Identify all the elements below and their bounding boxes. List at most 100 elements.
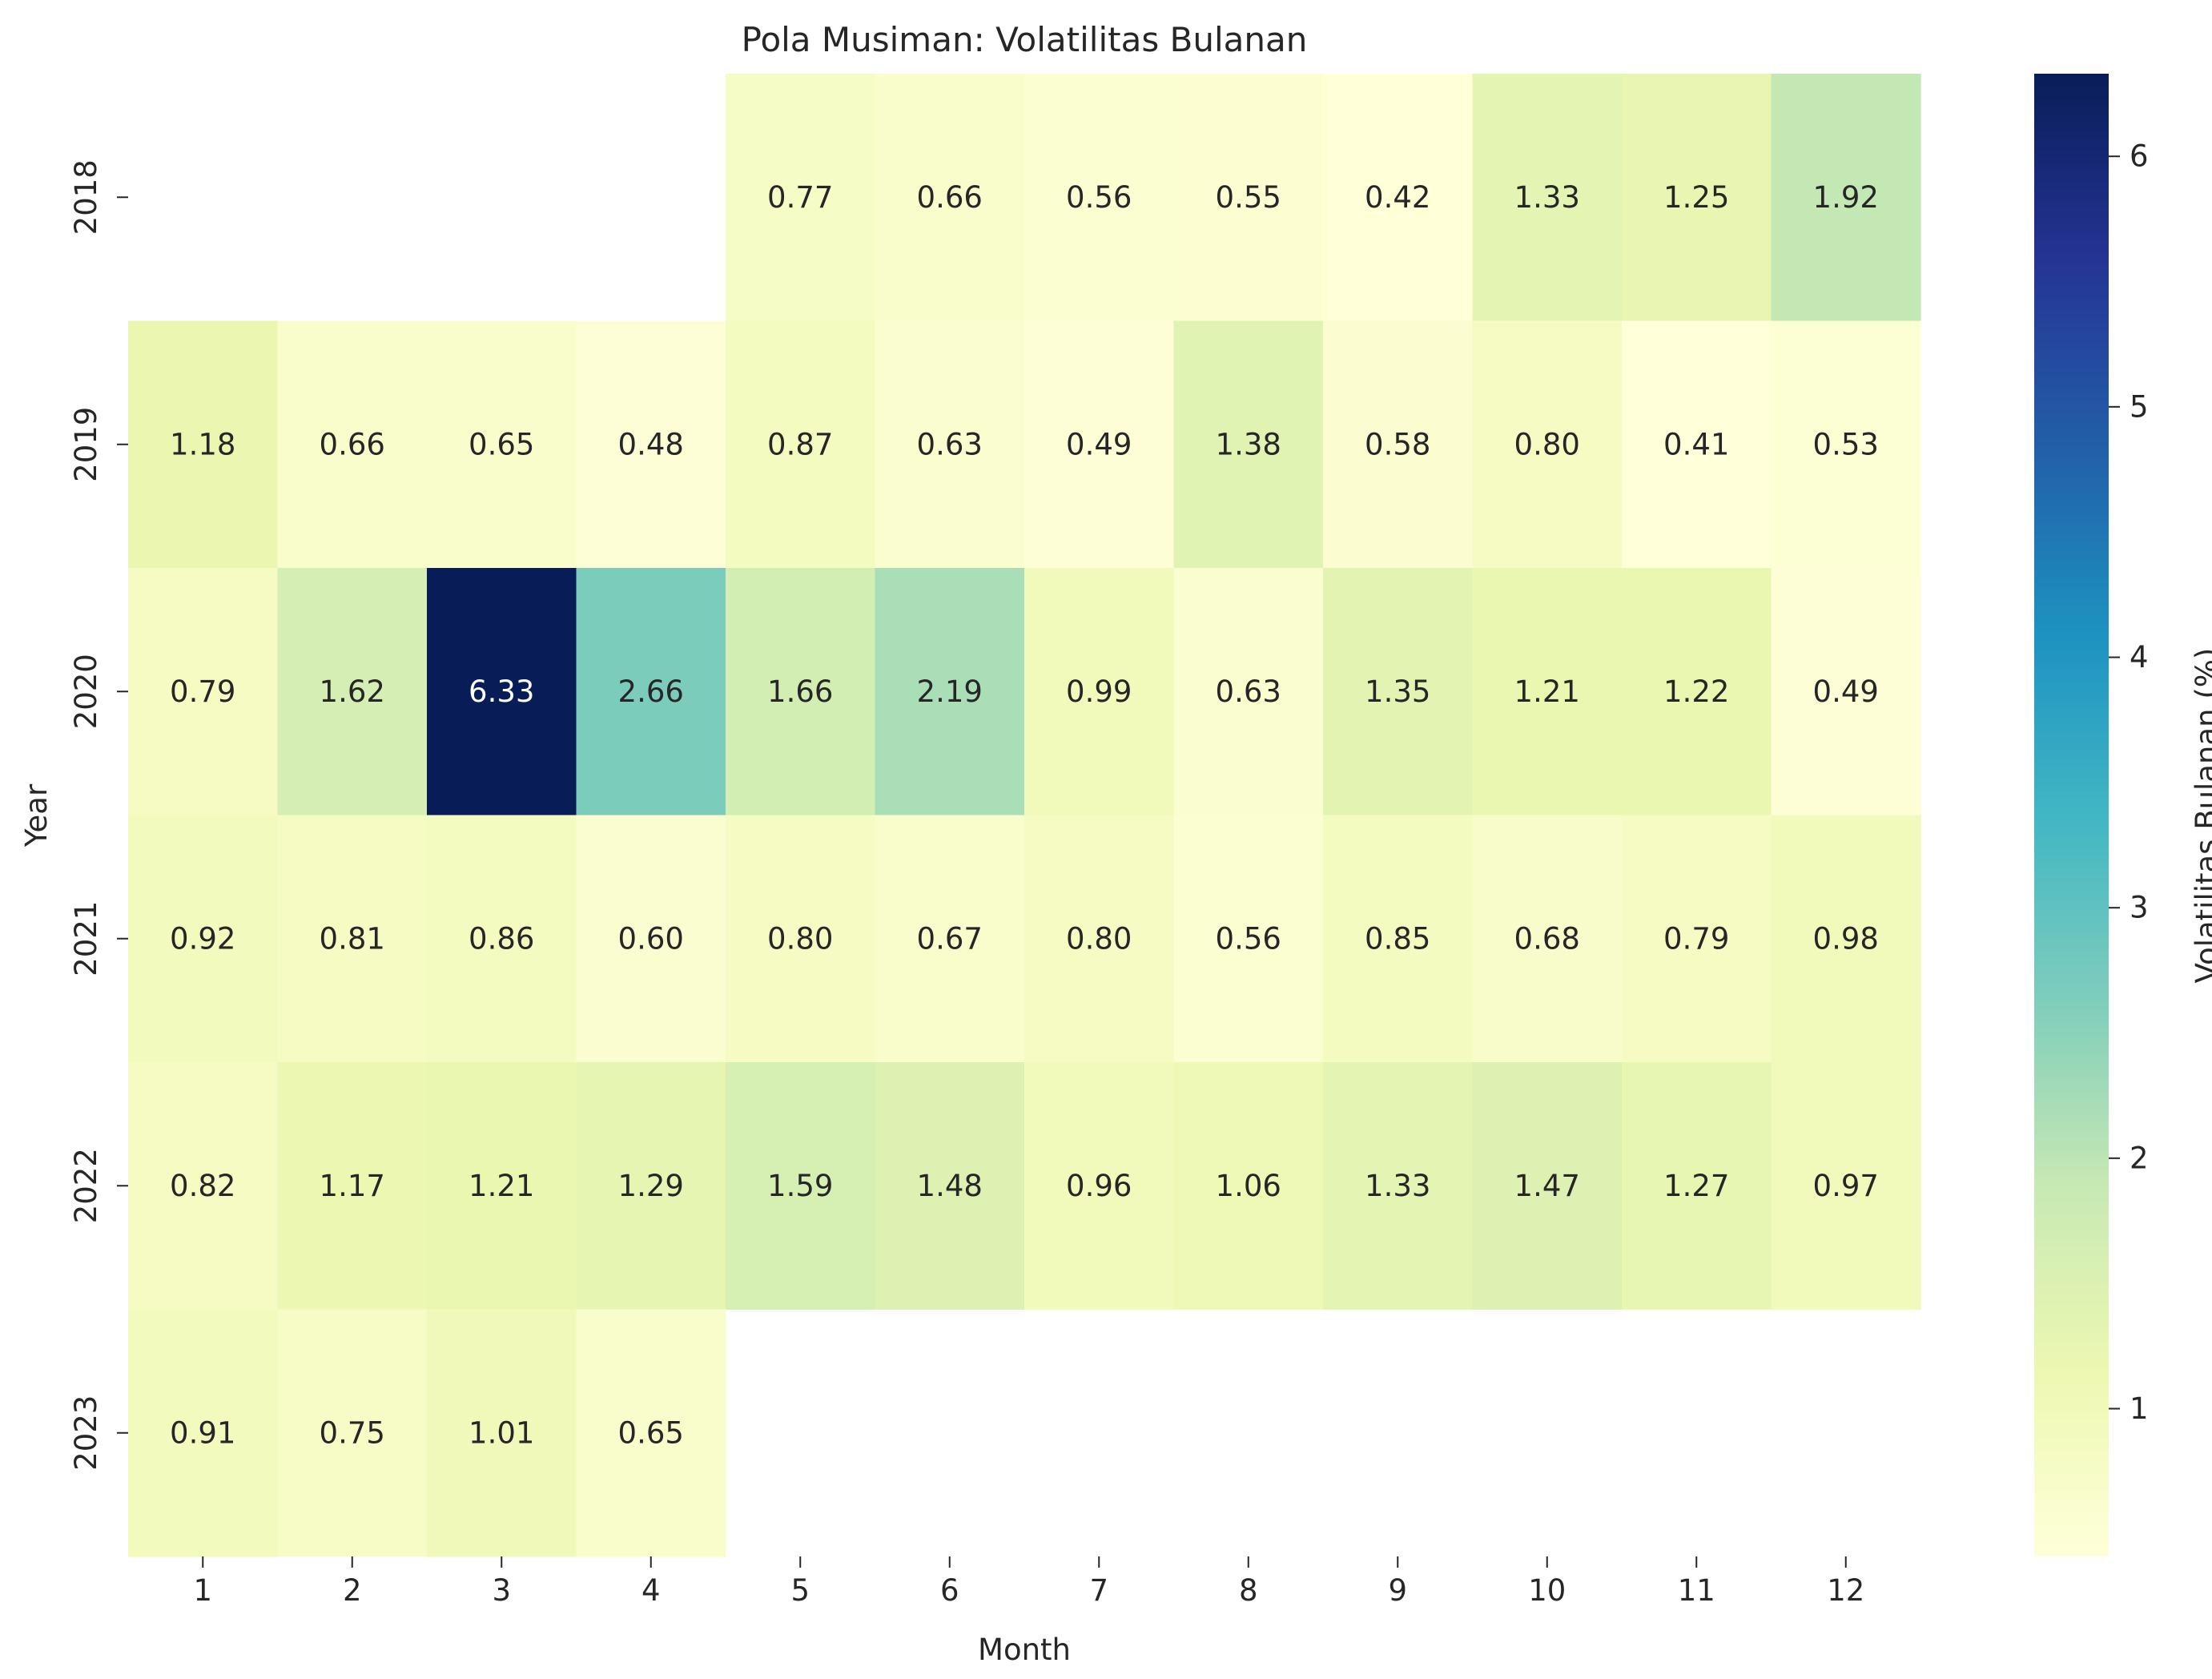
y-tick-label: 2021 (69, 901, 103, 976)
heatmap-cell (427, 815, 577, 1063)
cell-value-label: 0.65 (618, 1415, 684, 1450)
heatmap-cell (875, 568, 1025, 816)
heatmap-cell (1771, 568, 1921, 816)
heatmap-cell (1024, 815, 1175, 1063)
heatmap-cell (1173, 320, 1324, 569)
heatmap-cell (427, 1062, 577, 1311)
x-tick-label: 4 (641, 1573, 661, 1608)
cell-value-label: 0.80 (767, 921, 833, 956)
cell-value-label: 0.41 (1663, 427, 1729, 461)
heatmap-cell (1622, 74, 1772, 322)
colorbar-tick-label: 4 (2130, 640, 2149, 674)
cell-value-label: 1.01 (469, 1415, 534, 1450)
y-tick-label: 2023 (69, 1395, 103, 1471)
cell-value-label: 0.81 (320, 921, 385, 956)
x-tick-label: 1 (193, 1573, 212, 1608)
heatmap-cell (427, 1309, 577, 1557)
cell-value-label: 0.58 (1365, 427, 1430, 461)
x-axis-ticks: 1 2 3 4 5 6 7 8 9 10 11 12 (193, 1556, 1864, 1608)
cell-value-label: 0.49 (1813, 674, 1879, 709)
heatmap-cell (277, 1309, 428, 1557)
heatmap-cell (1472, 815, 1623, 1063)
cell-value-label: 0.99 (1066, 674, 1132, 709)
heatmap-cell (128, 815, 279, 1063)
cell-value-label: 1.21 (469, 1169, 534, 1203)
heatmap-cell (875, 320, 1025, 569)
cell-value-label: 2.66 (618, 674, 684, 709)
heatmap-cell (1472, 1062, 1623, 1311)
cell-value-label: 0.63 (917, 427, 983, 461)
x-tick-label: 3 (492, 1573, 511, 1608)
heatmap-cell (1323, 320, 1474, 569)
cell-value-label: 0.98 (1813, 921, 1879, 956)
heatmap-cell (576, 1062, 726, 1311)
heatmap-cell (1173, 568, 1324, 816)
heatmap-cell (1472, 320, 1623, 569)
heatmap-cell (1771, 815, 1921, 1063)
heatmap-cell (726, 74, 876, 322)
x-tick-label: 10 (1528, 1573, 1566, 1608)
heatmap-cell (576, 815, 726, 1063)
x-tick-label: 8 (1239, 1573, 1258, 1608)
heatmap-cell (1622, 1062, 1772, 1311)
heatmap-cell (726, 1062, 876, 1311)
cell-value-label: 0.97 (1813, 1169, 1879, 1203)
cell-value-label: 1.17 (320, 1169, 385, 1203)
cell-value-label: 0.92 (170, 921, 235, 956)
cell-value-label: 0.53 (1813, 427, 1879, 461)
x-tick-label: 5 (790, 1573, 810, 1608)
cell-value-label: 0.56 (1066, 180, 1132, 215)
y-tick-label: 2019 (69, 407, 103, 482)
cell-value-label: 0.77 (767, 180, 833, 215)
colorbar: 1 2 3 4 5 6 Volatilitas Bulanan (%) (2034, 74, 2212, 1556)
heatmap-cell (1622, 320, 1772, 569)
x-tick-label: 7 (1089, 1573, 1108, 1608)
cell-value-label: 1.25 (1663, 180, 1729, 215)
x-tick-label: 6 (940, 1573, 959, 1608)
cell-value-label: 2.19 (917, 674, 983, 709)
y-axis-label: Year (19, 783, 54, 848)
cell-value-label: 0.86 (469, 921, 534, 956)
colorbar-gradient (2034, 74, 2109, 1556)
colorbar-tick-label: 6 (2130, 139, 2149, 174)
heatmap-cell (1323, 568, 1474, 816)
heatmap-cell (875, 74, 1025, 322)
heatmap-cell (726, 320, 876, 569)
heatmap-cell (875, 815, 1025, 1063)
cell-value-label: 0.80 (1066, 921, 1132, 956)
cell-value-label: 0.56 (1216, 921, 1281, 956)
heatmap-cell (1024, 320, 1175, 569)
cell-value-label: 0.65 (469, 427, 534, 461)
y-tick-label: 2018 (69, 159, 103, 235)
heatmap-cell (1173, 815, 1324, 1063)
heatmap-cells: 0.77 0.66 0.56 0.55 0.42 1.33 1.25 1.92 1.18 0.66… (128, 74, 1921, 1557)
heatmap-cell (277, 1062, 428, 1311)
cell-value-label: 0.80 (1514, 427, 1580, 461)
heatmap-cell (1323, 1062, 1474, 1311)
x-tick-label: 12 (1827, 1573, 1864, 1608)
cell-value-label: 1.22 (1663, 674, 1729, 709)
x-axis-label: Month (978, 1633, 1071, 1667)
colorbar-tick-label: 2 (2130, 1141, 2149, 1175)
cell-value-label: 1.21 (1514, 674, 1580, 709)
heatmap-cell (1771, 74, 1921, 322)
cell-value-label: 1.66 (767, 674, 833, 709)
cell-value-label: 0.48 (618, 427, 684, 461)
cell-value-label: 0.85 (1365, 921, 1430, 956)
x-tick-label: 11 (1678, 1573, 1715, 1608)
cell-value-label: 1.33 (1514, 180, 1580, 215)
cell-value-label: 0.68 (1514, 921, 1580, 956)
cell-value-label: 0.79 (1663, 921, 1729, 956)
heatmap-cell (576, 320, 726, 569)
cell-value-label: 0.63 (1216, 674, 1281, 709)
colorbar-tick-label: 5 (2130, 389, 2149, 424)
y-tick-label: 2022 (69, 1148, 103, 1223)
cell-value-label: 0.66 (320, 427, 385, 461)
y-tick-label: 2020 (69, 654, 103, 729)
heatmap-cell (277, 815, 428, 1063)
cell-value-label: 1.06 (1216, 1169, 1281, 1203)
cell-value-label: 0.66 (917, 180, 983, 215)
colorbar-tick-label: 1 (2130, 1391, 2149, 1426)
